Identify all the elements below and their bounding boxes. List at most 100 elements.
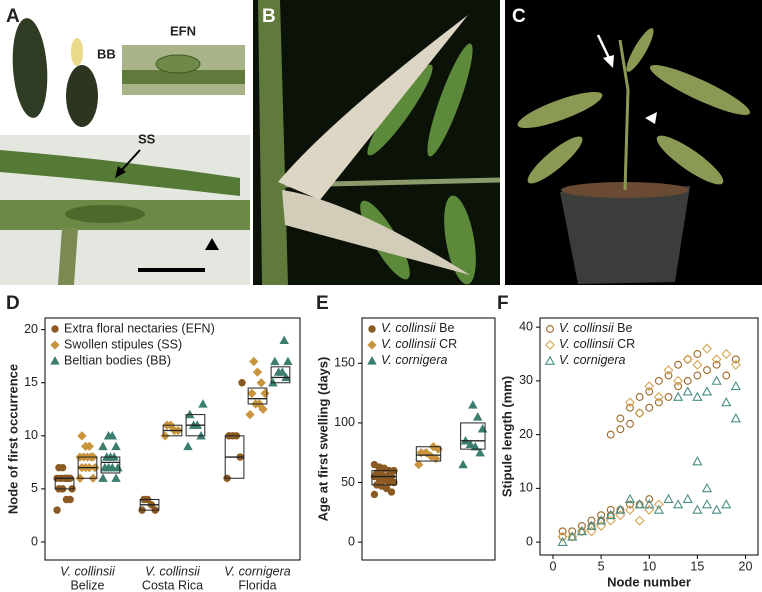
point: [473, 412, 483, 421]
point: [663, 493, 674, 504]
legend-marker: [50, 340, 60, 350]
photo-label: SS: [138, 131, 156, 146]
y-tick-label: 30: [519, 373, 533, 387]
x-tick-label: 10: [642, 559, 656, 573]
point: [245, 409, 255, 420]
y-tick-label: 40: [519, 319, 533, 333]
point: [626, 500, 634, 509]
point: [634, 499, 645, 509]
point: [270, 356, 280, 366]
y-axis-label: Node of first occurrence: [5, 364, 20, 514]
point: [672, 391, 684, 401]
point: [673, 375, 684, 386]
y-tick-label: 50: [341, 475, 355, 489]
point: [557, 536, 568, 547]
legend-marker: [50, 356, 60, 365]
photo-a: A BB EFN SS: [0, 6, 250, 285]
point: [606, 430, 615, 439]
point: [198, 399, 208, 408]
point: [567, 531, 578, 542]
point: [81, 441, 91, 452]
point: [475, 447, 485, 457]
point: [606, 505, 615, 514]
point: [634, 515, 645, 526]
point: [682, 493, 693, 504]
arrowhead-marker: [205, 238, 219, 250]
panel-letter: A: [6, 6, 20, 27]
x-tick-label: Costa Rica: [142, 578, 203, 592]
plot-frame: [44, 317, 301, 561]
photo-b: B: [253, 0, 501, 285]
point: [693, 371, 702, 380]
legend-label: V. cornigera: [381, 353, 448, 367]
y-tick-label: 0: [31, 534, 38, 548]
y-tick-label: 20: [24, 322, 38, 336]
point: [53, 506, 61, 514]
x-tick-label: V. collinsii: [145, 564, 201, 578]
point: [576, 526, 587, 537]
point: [111, 441, 121, 451]
legend-label: V. collinsii CR: [381, 337, 457, 351]
point: [567, 531, 578, 541]
y-tick-label: 0: [348, 534, 355, 548]
point: [256, 378, 266, 388]
point: [721, 397, 732, 407]
point: [468, 400, 478, 409]
x-tick-label: V. cornigera: [224, 564, 291, 578]
legend-marker: [545, 340, 555, 350]
pot: [560, 186, 690, 284]
y-axis-label: Age at first swelling (days): [315, 357, 330, 522]
efn-stem: [122, 70, 245, 84]
legend-label: V. collinsii Be: [559, 321, 632, 335]
point: [654, 398, 663, 407]
legend-label: Extra floral nectaries (EFN): [64, 321, 215, 335]
point: [721, 499, 732, 509]
x-axis-label: Node number: [607, 574, 691, 589]
x-tick-label: Florida: [238, 578, 276, 592]
arrowhead-marker: [645, 112, 657, 124]
legend-label: V. collinsii Be: [381, 321, 454, 335]
point: [645, 387, 654, 396]
seed-photo: [12, 18, 48, 118]
point: [722, 371, 731, 380]
point: [615, 510, 626, 521]
point: [279, 335, 289, 344]
point: [682, 386, 693, 396]
point: [693, 350, 702, 358]
point: [113, 462, 123, 472]
photo-c: C: [505, 0, 762, 285]
point: [634, 408, 645, 419]
point: [98, 473, 108, 482]
point: [653, 504, 665, 514]
point: [674, 360, 683, 369]
point: [635, 393, 644, 401]
point: [558, 527, 567, 536]
panel-letter: C: [512, 6, 526, 27]
point: [183, 441, 193, 451]
y-tick-label: 100: [334, 415, 355, 429]
point: [664, 371, 673, 380]
point: [644, 499, 655, 509]
leaflet-tip: [66, 65, 98, 127]
point: [247, 388, 257, 398]
point: [702, 343, 712, 354]
point: [664, 393, 673, 401]
panel-letter: D: [6, 293, 20, 314]
point: [568, 527, 577, 536]
point: [55, 463, 63, 472]
point: [644, 504, 655, 515]
point: [370, 490, 379, 499]
photo-label: EFN: [170, 23, 196, 38]
x-tick-label: 15: [690, 559, 704, 573]
box: [270, 366, 291, 384]
y-tick-label: 5: [31, 481, 38, 495]
nectary: [65, 205, 145, 223]
point: [644, 381, 655, 392]
point: [730, 359, 741, 370]
photo-label: BB: [97, 46, 116, 61]
point: [653, 499, 664, 510]
point: [703, 366, 711, 375]
point: [273, 367, 284, 376]
panel-letter: E: [316, 293, 329, 314]
point: [692, 391, 703, 401]
